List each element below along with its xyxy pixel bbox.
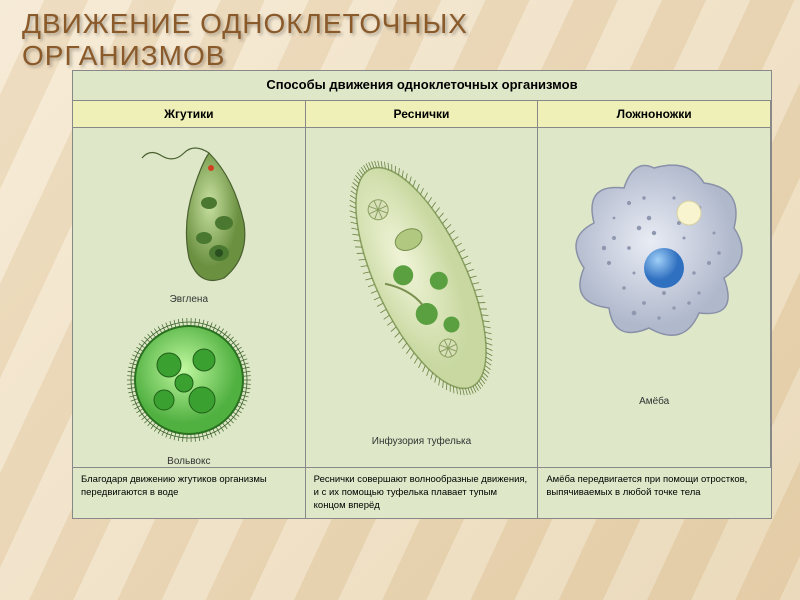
paramecium-label: Инфузория туфелька [372,436,471,447]
title-line1: ДВИЖЕНИЕ ОДНОКЛЕТОЧНЫХ [22,8,468,39]
col-header-cilia: Реснички [306,101,539,128]
col-header-flagella: Жгутики [73,101,306,128]
cell-pseudopodia: Амёба [538,128,771,468]
euglena-label: Эвглена [170,294,208,305]
volvox-label: Вольвокс [167,456,210,467]
desc-flagella: Благодаря движению жгутиков организмы пе… [73,468,306,518]
table-subtitle: Способы движения одноклеточных организмо… [73,71,771,100]
amoeba-label: Амёба [639,396,669,407]
euglena-illustration [84,128,294,292]
paramecium-illustration [311,128,531,428]
cell-cilia: Инфузория туфелька [306,128,539,468]
amoeba-illustration [544,128,764,388]
cell-flagella: Эвглена [73,128,306,468]
table-grid: Жгутики Реснички Ложноножки [73,100,771,518]
col-header-pseudopodia: Ложноножки [538,101,771,128]
desc-pseudopodia: Амёба передвигается при помощи отростков… [538,468,771,518]
title-line2: ОРГАНИЗМОВ [22,40,225,71]
locomotion-table: Способы движения одноклеточных организмо… [72,70,772,519]
desc-cilia: Реснички совершают волнообразные движени… [306,468,539,518]
volvox-illustration [84,305,294,454]
page-title: ДВИЖЕНИЕ ОДНОКЛЕТОЧНЫХ ОРГАНИЗМОВ [22,8,468,72]
